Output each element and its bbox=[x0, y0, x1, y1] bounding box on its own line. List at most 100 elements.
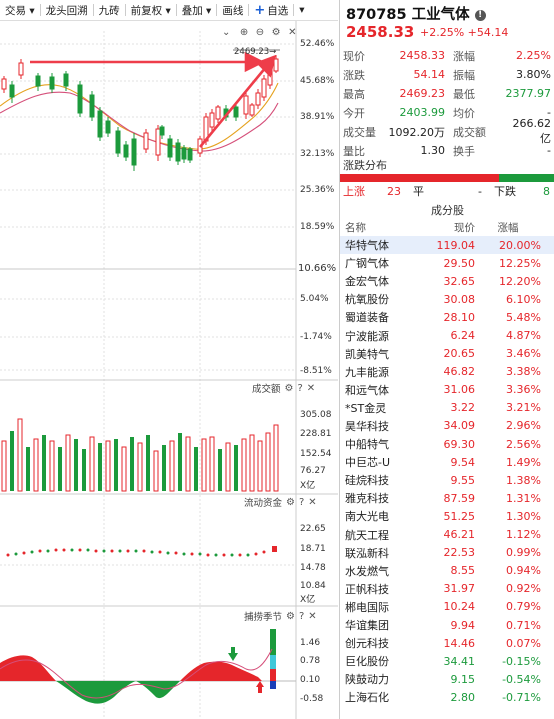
more-menu[interactable]: ▾ bbox=[299, 4, 305, 16]
draw-line-button[interactable]: 画线 bbox=[222, 4, 244, 17]
trade-menu[interactable]: 交易 ▾ bbox=[5, 4, 35, 17]
component-row[interactable]: 中巨芯-U 9.54 1.49% bbox=[340, 453, 554, 471]
plus-icon[interactable]: ⊕ bbox=[239, 27, 249, 38]
component-row[interactable]: 杭氧股份 30.08 6.10% bbox=[340, 290, 554, 308]
component-name: 广钢气体 bbox=[345, 257, 389, 271]
component-change: 2.56% bbox=[506, 437, 541, 451]
col-price-header[interactable]: 现价 bbox=[454, 221, 475, 234]
overlay-menu[interactable]: 叠加 ▾ bbox=[181, 4, 212, 17]
close-icon[interactable]: ✕ bbox=[306, 382, 316, 394]
component-row[interactable]: 华特气体 119.04 20.00% bbox=[340, 236, 554, 255]
component-row[interactable]: 航天工程 46.21 1.12% bbox=[340, 526, 554, 544]
close-icon[interactable]: ✕ bbox=[288, 27, 297, 38]
component-row[interactable]: 宁波能源 6.24 4.87% bbox=[340, 326, 554, 344]
col-pct-header[interactable]: 涨幅 bbox=[497, 221, 519, 234]
add-watchlist-button[interactable]: + 自选 bbox=[249, 3, 293, 18]
settings-icon[interactable]: ⚙ bbox=[286, 610, 295, 622]
stock-code: 870785 bbox=[346, 7, 407, 23]
y-label: 52.46% bbox=[300, 39, 335, 49]
quote-value: 2.25% bbox=[516, 49, 551, 62]
component-name: 九丰能源 bbox=[345, 365, 389, 379]
component-name: 雅克科技 bbox=[345, 492, 389, 506]
capital-y-label: 22.65 bbox=[300, 524, 326, 534]
component-row[interactable]: 雅克科技 87.59 1.31% bbox=[340, 489, 554, 507]
component-row[interactable]: 南大光电 51.25 1.30% bbox=[340, 507, 554, 525]
chart-canvas[interactable] bbox=[0, 21, 338, 719]
component-change: 1.49% bbox=[506, 455, 541, 469]
component-row[interactable]: 联泓新科 22.53 0.99% bbox=[340, 544, 554, 562]
component-row[interactable]: 中船特气 69.30 2.56% bbox=[340, 435, 554, 453]
component-row[interactable]: 上海石化 2.80 -0.71% bbox=[340, 688, 554, 706]
component-change: 0.99% bbox=[506, 546, 541, 560]
component-row[interactable]: 郴电国际 10.24 0.79% bbox=[340, 598, 554, 616]
quote-table: 现价 2458.33 涨幅 2.25% 涨跌 54.14 振幅 3.80% 最高… bbox=[340, 46, 554, 160]
component-price: 51.25 bbox=[443, 509, 476, 523]
component-row[interactable]: 和远气体 31.06 3.36% bbox=[340, 381, 554, 399]
component-row[interactable]: 昊华科技 34.09 2.96% bbox=[340, 417, 554, 435]
col-name-header[interactable]: 名称 bbox=[345, 221, 366, 234]
help-icon[interactable]: ? bbox=[298, 610, 305, 622]
quote-value: 266.62亿 bbox=[512, 117, 552, 145]
component-change: 3.36% bbox=[506, 383, 541, 397]
distribution-down-bar bbox=[499, 174, 554, 182]
volume-y-label: 76.27 bbox=[300, 466, 326, 476]
season-y-label: 0.10 bbox=[300, 675, 321, 685]
component-row[interactable]: 巨化股份 34.41 -0.15% bbox=[340, 652, 554, 670]
component-name: 陕鼓动力 bbox=[345, 673, 389, 687]
season-histogram bbox=[0, 629, 276, 704]
component-row[interactable]: 硅烷科技 9.55 1.38% bbox=[340, 471, 554, 489]
y-label-current: 10.66% bbox=[298, 263, 337, 274]
settings-icon[interactable]: ⚙ bbox=[286, 496, 295, 508]
component-row[interactable]: 九丰能源 46.82 3.38% bbox=[340, 363, 554, 381]
distribution-title: 涨跌分布 bbox=[343, 159, 387, 172]
quote-row: 今开 2403.99 均价 - bbox=[340, 103, 554, 122]
volume-panel-header: 成交额 ⚙ ? ✕ bbox=[252, 381, 316, 396]
main-chart-icons: ⌄ ⊕ ⊖ ⚙ ✕ bbox=[222, 25, 297, 38]
stock-header: 870785 工业气体 ! bbox=[346, 3, 486, 24]
season-y-label: 0.78 bbox=[300, 656, 321, 666]
chevron-down-icon[interactable]: ⌄ bbox=[222, 27, 231, 38]
capital-panel-header: 流动资金 ⚙ ? ✕ bbox=[244, 495, 317, 510]
component-row[interactable]: 水发燃气 8.55 0.94% bbox=[340, 562, 554, 580]
toolbar-divider bbox=[293, 4, 295, 16]
leader-backtrack-button[interactable]: 龙头回溯 bbox=[45, 4, 88, 17]
settings-icon[interactable]: ⚙ bbox=[284, 382, 294, 394]
volume-unit: X亿 bbox=[300, 481, 316, 491]
minus-icon[interactable]: ⊖ bbox=[255, 27, 265, 38]
adjust-menu[interactable]: 前复权 ▾ bbox=[130, 4, 171, 17]
quote-value: 54.14 bbox=[413, 68, 446, 81]
components-header: 名称 现价 涨幅 bbox=[340, 218, 554, 236]
component-change: 5.48% bbox=[506, 310, 541, 324]
component-change: 0.07% bbox=[506, 636, 541, 650]
capital-y-label: 10.84 bbox=[300, 581, 326, 591]
component-row[interactable]: 广钢气体 29.50 12.25% bbox=[340, 254, 554, 272]
component-name: 创元科技 bbox=[345, 637, 389, 651]
component-row[interactable]: 正帆科技 31.97 0.92% bbox=[340, 580, 554, 598]
component-name: 金宏气体 bbox=[345, 275, 389, 289]
help-icon[interactable]: ? bbox=[298, 496, 305, 508]
close-icon[interactable]: ✕ bbox=[308, 496, 317, 508]
component-row[interactable]: *ST金灵 3.22 3.21% bbox=[340, 399, 554, 417]
up-count: 23 bbox=[387, 184, 401, 198]
close-icon[interactable]: ✕ bbox=[308, 610, 317, 622]
candlesticks bbox=[1, 55, 279, 171]
season-y-label: 1.46 bbox=[300, 638, 321, 648]
component-price: 69.30 bbox=[443, 437, 476, 451]
component-row[interactable]: 华谊集团 9.94 0.71% bbox=[340, 616, 554, 634]
component-row[interactable]: 陕鼓动力 9.15 -0.54% bbox=[340, 670, 554, 688]
info-icon[interactable]: ! bbox=[474, 9, 486, 21]
component-price: 31.97 bbox=[443, 582, 476, 596]
price-change: +2.25% +54.14 bbox=[420, 26, 509, 39]
y-label: 38.91% bbox=[300, 112, 335, 122]
component-row[interactable]: 金宏气体 32.65 12.20% bbox=[340, 272, 554, 290]
quote-key: 涨幅 bbox=[453, 49, 475, 63]
component-row[interactable]: 创元科技 14.46 0.07% bbox=[340, 634, 554, 652]
component-row[interactable]: 凯美特气 20.65 3.46% bbox=[340, 345, 554, 363]
help-icon[interactable]: ? bbox=[297, 382, 303, 394]
settings-icon[interactable]: ⚙ bbox=[271, 27, 281, 38]
quote-value: 1.30 bbox=[420, 144, 446, 157]
nine-brick-button[interactable]: 九砖 bbox=[98, 4, 120, 17]
quote-value: - bbox=[547, 144, 551, 157]
toolbar-divider bbox=[216, 4, 218, 16]
component-row[interactable]: 蜀道装备 28.10 5.48% bbox=[340, 308, 554, 326]
